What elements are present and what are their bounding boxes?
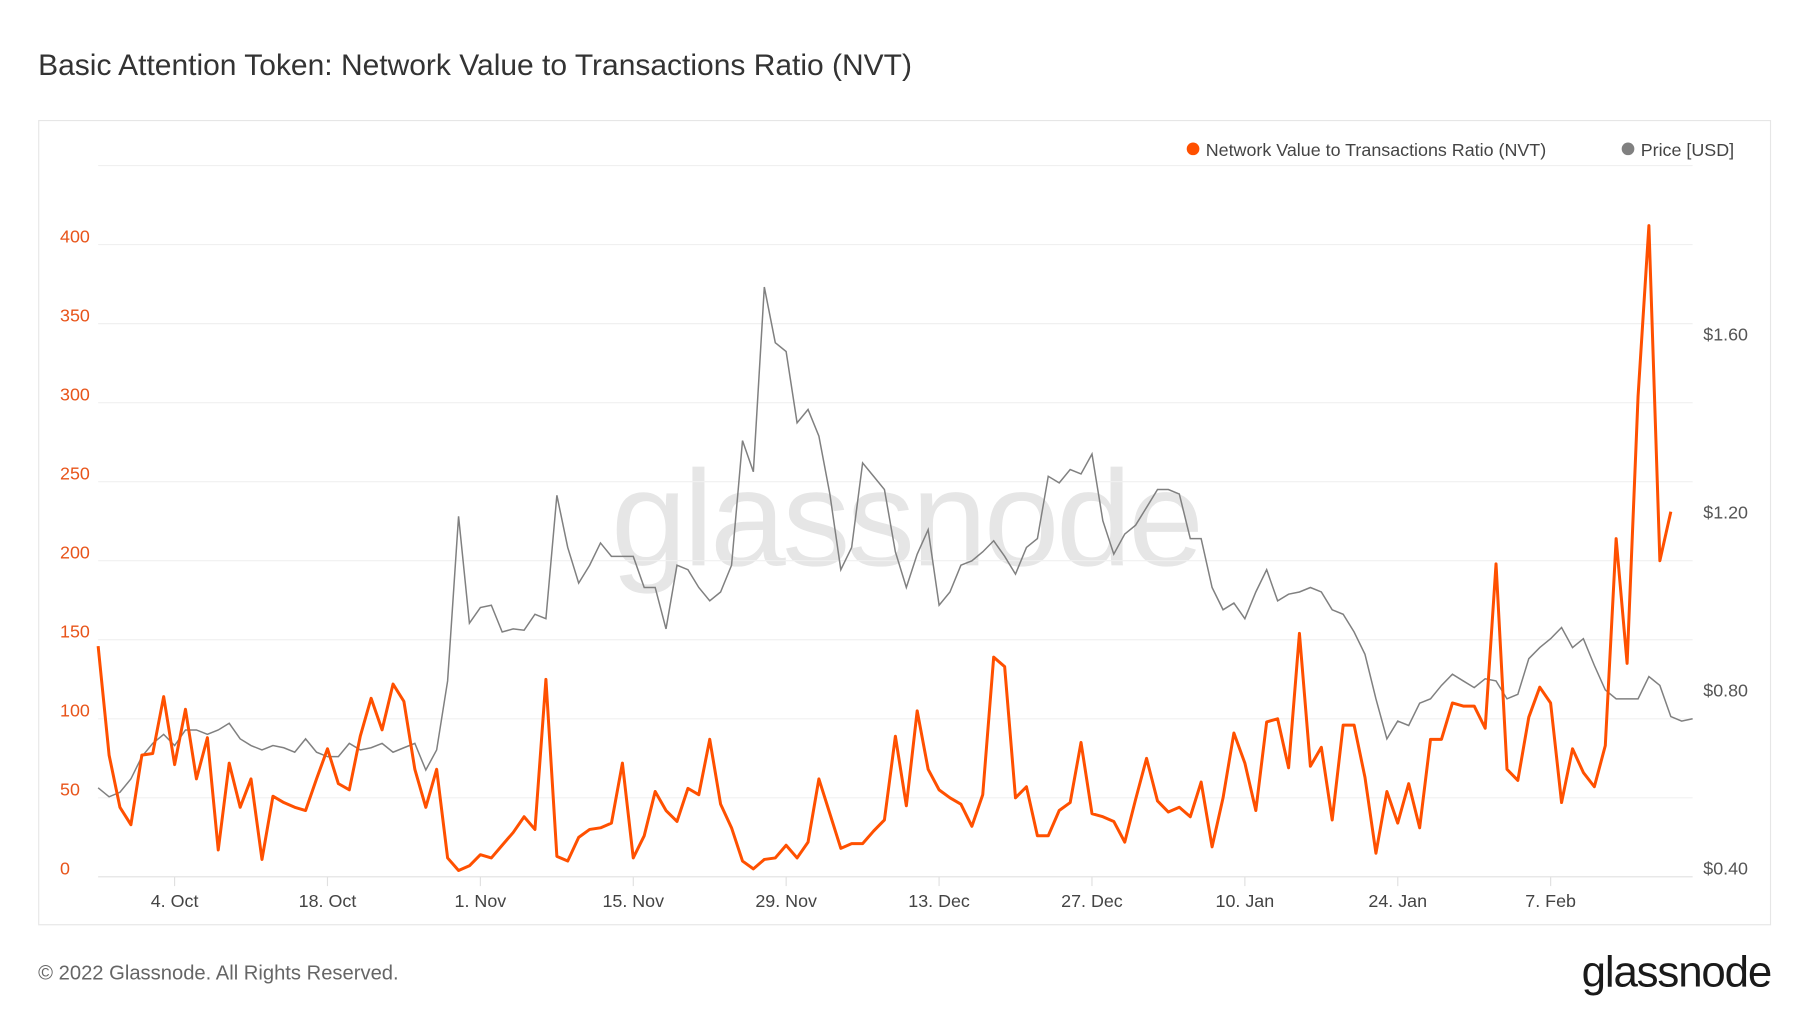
x-axis: 4. Oct 18. Oct 1. Nov 15. Nov 29. Nov 13. Dec… (151, 876, 1576, 911)
legend-price-label: Price [USD] (1641, 140, 1734, 160)
x-tick-label: 18. Oct (299, 891, 357, 911)
legend-item-price[interactable]: Price [USD] (1621, 140, 1734, 160)
y-left-tick-label: 100 (60, 700, 90, 720)
y-left-tick-label: 350 (60, 305, 90, 325)
series-lines (96, 224, 1693, 873)
gridlines (98, 164, 1693, 878)
y-right-tick-label: $1.20 (1703, 502, 1748, 522)
x-tick-label: 4. Oct (151, 891, 199, 911)
left-axis: 0 50 100 150 200 250 300 350 400 (60, 226, 90, 878)
y-left-tick-label: 0 (60, 859, 70, 879)
right-axis: $0.40 $0.80 $1.20 $1.60 (1703, 324, 1748, 878)
y-left-tick-label: 300 (60, 384, 90, 404)
price-line (97, 286, 1693, 798)
x-tick-label: 15. Nov (602, 891, 664, 911)
legend-nvt-dot-icon (1186, 142, 1200, 156)
y-right-tick-label: $1.60 (1703, 324, 1748, 344)
watermark: glassnode (611, 442, 1200, 594)
legend-nvt-label: Network Value to Transactions Ratio (NVT… (1206, 140, 1546, 160)
x-tick-label: 13. Dec (908, 891, 970, 911)
y-left-tick-label: 200 (60, 542, 90, 562)
x-tick-label: 27. Dec (1061, 891, 1123, 911)
x-tick-label: 7. Feb (1525, 891, 1576, 911)
y-left-tick-label: 50 (60, 780, 80, 800)
chart-title: Basic Attention Token: Network Value to … (38, 49, 912, 82)
y-right-tick-label: $0.40 (1703, 859, 1748, 879)
x-tick-label: 24. Jan (1368, 891, 1427, 911)
x-tick-label: 29. Nov (755, 891, 817, 911)
y-right-tick-label: $0.80 (1703, 680, 1748, 700)
copyright-footer: © 2022 Glassnode. All Rights Reserved. (38, 963, 399, 985)
legend-price-dot-icon (1621, 142, 1635, 156)
legend-item-nvt[interactable]: Network Value to Transactions Ratio (NVT… (1186, 140, 1546, 160)
nvt-line (96, 224, 1673, 873)
y-left-tick-label: 250 (60, 463, 90, 483)
y-left-tick-label: 400 (60, 226, 90, 246)
glassnode-logo: glassnode (1582, 947, 1771, 996)
x-tick-label: 10. Jan (1216, 891, 1275, 911)
x-tick-label: 1. Nov (455, 891, 507, 911)
legend: Network Value to Transactions Ratio (NVT… (1186, 140, 1734, 160)
y-left-tick-label: 150 (60, 621, 90, 641)
